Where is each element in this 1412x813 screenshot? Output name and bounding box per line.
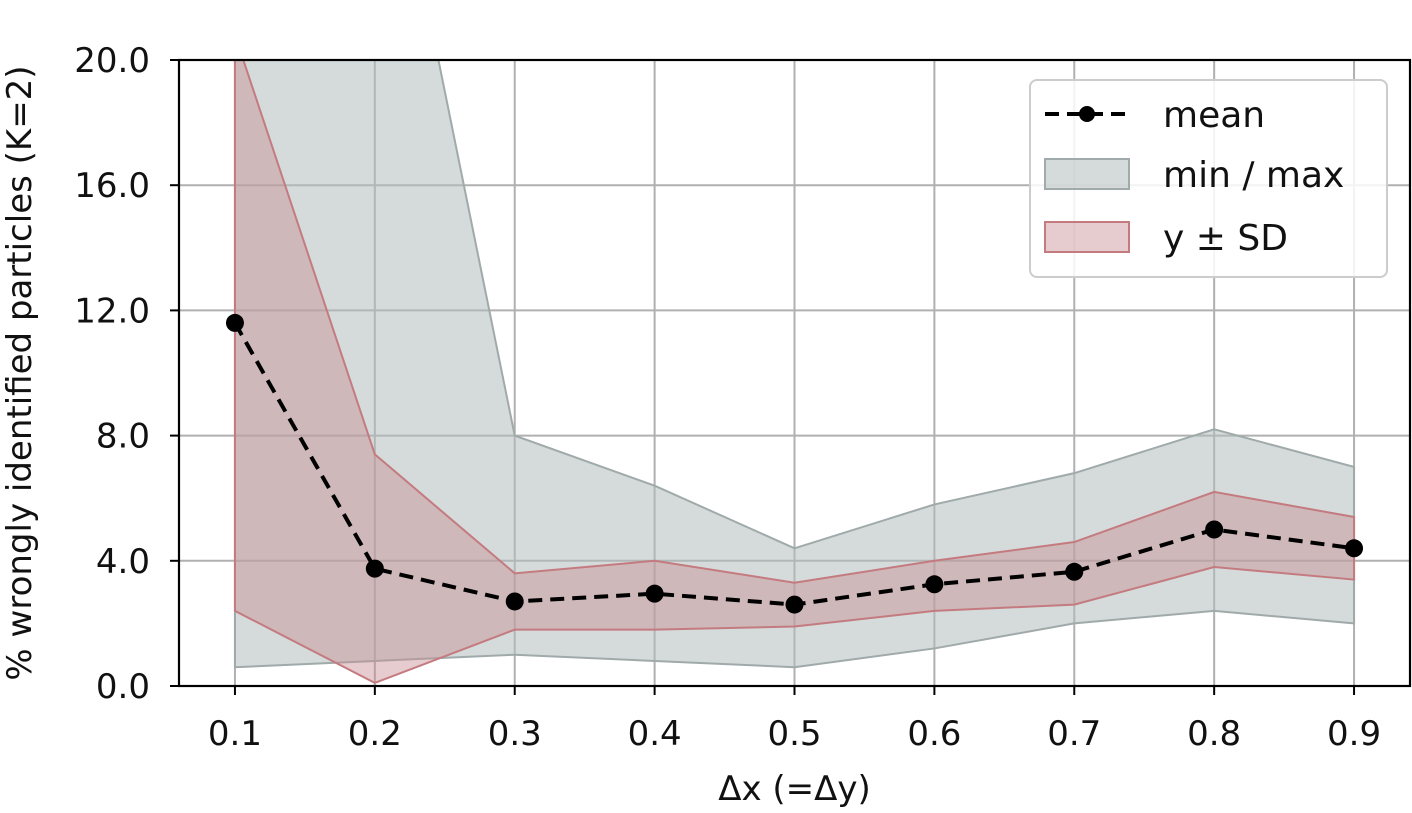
x-tick-label-4: 0.5 <box>767 714 821 754</box>
y-axis-label: % wrongly identified particles (K=2) <box>0 65 40 680</box>
legend-sd-swatch <box>1044 221 1130 253</box>
mean-point-3 <box>645 584 664 603</box>
mean-point-4 <box>785 595 804 614</box>
mean-point-1 <box>365 559 384 578</box>
sd-band <box>233 60 1356 684</box>
mean-point-5 <box>925 575 944 594</box>
y-tick-label-1: 4.0 <box>96 542 150 582</box>
mean-point-8 <box>1345 539 1364 558</box>
legend-mean-marker <box>1079 106 1095 122</box>
legend-box <box>1029 79 1388 278</box>
y-tick-label-5: 20.0 <box>74 41 150 81</box>
x-tick-label-1: 0.2 <box>348 714 402 754</box>
bands <box>233 60 1356 684</box>
x-tick-label-3: 0.4 <box>628 714 682 754</box>
mean-point-7 <box>1205 520 1224 539</box>
y-tick-label-4: 16.0 <box>74 166 150 206</box>
mean-point-0 <box>225 313 244 332</box>
y-tick-label-0: 0.0 <box>96 667 150 707</box>
x-tick-label-2: 0.3 <box>488 714 542 754</box>
y-tick-label-3: 12.0 <box>74 291 150 331</box>
mean-layer <box>225 313 1364 614</box>
x-tick-label-6: 0.7 <box>1047 714 1101 754</box>
legend-label-sd: y ± SD <box>1163 218 1288 259</box>
x-tick-label-7: 0.8 <box>1187 714 1241 754</box>
y-tick-label-2: 8.0 <box>96 417 150 457</box>
legend-minmax-swatch <box>1044 158 1130 190</box>
x-tick-label-5: 0.6 <box>907 714 961 754</box>
x-axis: 0.1 0.2 0.3 0.4 0.5 0.6 0.7 0.8 0.9 <box>208 686 1381 754</box>
x-tick-label-0: 0.1 <box>208 714 262 754</box>
mean-point-2 <box>505 592 524 611</box>
legend: mean min / max y ± SD <box>1029 79 1388 278</box>
legend-label-minmax: min / max <box>1163 155 1344 196</box>
mean-point-6 <box>1065 562 1084 581</box>
legend-label-mean: mean <box>1163 95 1265 136</box>
minmax-band <box>233 60 1356 669</box>
x-axis-label: Δx (=Δy) <box>718 769 871 809</box>
y-axis: 0.0 4.0 8.0 12.0 16.0 20.0 <box>74 41 179 707</box>
x-tick-label-8: 0.9 <box>1327 714 1381 754</box>
